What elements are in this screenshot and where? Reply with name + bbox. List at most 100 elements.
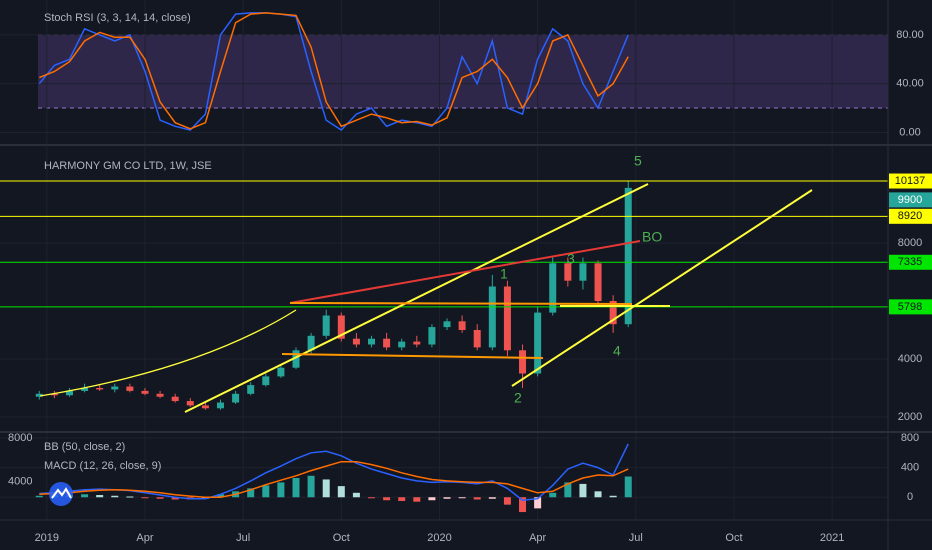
- trend-line: [289, 240, 641, 304]
- candle-body: [216, 402, 224, 409]
- stoch-line: [38, 12, 629, 131]
- last-price-badge: [889, 192, 932, 208]
- candle-body: [413, 341, 421, 345]
- y2-tick-label: 4000: [8, 475, 32, 487]
- last-price-label: 9900: [898, 194, 922, 206]
- annotation: 5: [634, 153, 642, 169]
- marks: [0, 12, 888, 513]
- histogram-bar: [277, 482, 285, 498]
- candle-body: [186, 401, 194, 406]
- histogram-bar: [292, 477, 300, 498]
- candle-body: [549, 263, 557, 313]
- histogram-bar: [81, 494, 89, 498]
- candle-body: [564, 263, 572, 281]
- y-tick-label: 800: [901, 432, 919, 444]
- histogram-bar: [368, 497, 376, 499]
- candle-body: [458, 321, 466, 331]
- candle-body: [201, 405, 209, 409]
- logo-glyph: [51, 487, 72, 499]
- histogram-bar: [262, 485, 270, 498]
- candle-body: [322, 315, 330, 336]
- histogram-bar: [383, 497, 391, 501]
- price-badge-label: 5798: [898, 301, 922, 313]
- candle-body: [262, 376, 270, 386]
- price-badge-label: 10137: [895, 175, 926, 187]
- price-badge: [889, 173, 932, 189]
- logo[interactable]: [49, 482, 73, 506]
- candle-body: [519, 350, 527, 374]
- price-badge: [889, 208, 932, 224]
- y-tick-label: 0: [907, 491, 913, 503]
- x-tick-label: Oct: [725, 532, 742, 544]
- histogram-bar: [579, 483, 587, 498]
- price-badge-label: 7335: [898, 256, 922, 268]
- candle-body: [232, 393, 240, 403]
- histogram-bar: [503, 497, 511, 505]
- histogram-bar: [564, 482, 572, 498]
- candle-body: [65, 390, 73, 396]
- histogram-bar: [96, 495, 104, 498]
- x-tick-label: 2019: [35, 532, 59, 544]
- y-tick-label: 40.00: [896, 78, 924, 90]
- histogram-bar: [216, 494, 224, 498]
- candle-body: [609, 300, 617, 325]
- x-tick-label: Jul: [629, 532, 643, 544]
- histogram-bar: [171, 497, 179, 500]
- candle-body: [503, 286, 511, 351]
- candle-body: [624, 187, 632, 325]
- histogram-bar: [352, 492, 360, 498]
- histogram-bar: [141, 497, 149, 499]
- candle-body: [126, 386, 134, 391]
- histogram-bar: [458, 497, 466, 499]
- annotation: 2: [514, 390, 522, 406]
- y-tick-label: 80.00: [896, 29, 924, 41]
- histogram-bar: [413, 497, 421, 502]
- candle-body: [111, 386, 119, 390]
- candle-body: [96, 388, 104, 390]
- candle-body: [35, 393, 43, 397]
- candle-body: [81, 388, 89, 391]
- trend-line: [511, 189, 813, 387]
- support-line: [289, 302, 633, 305]
- trend-line: [184, 183, 649, 413]
- band: [38, 34, 888, 109]
- price-badge: [889, 299, 932, 315]
- y-tick-label: 0.00: [899, 126, 920, 138]
- candle-body: [368, 338, 376, 345]
- candle-body: [277, 367, 285, 377]
- candle-body: [352, 338, 360, 345]
- x-tick-label: 2021: [820, 532, 844, 544]
- histogram-bar: [519, 497, 527, 513]
- candle-body: [443, 321, 451, 328]
- histogram-bar: [322, 479, 330, 498]
- histogram-bar: [624, 476, 632, 498]
- histogram-bar: [534, 497, 542, 509]
- annotation: 4: [613, 343, 621, 359]
- y-tick-label: 2000: [898, 411, 922, 423]
- pane-title: HARMONY GM CO LTD, 1W, JSE: [44, 160, 212, 172]
- histogram-bar: [398, 497, 406, 501]
- price-badge-label: 8920: [898, 210, 922, 222]
- candle-body: [473, 330, 481, 348]
- candle-body: [307, 335, 315, 351]
- histogram-bar: [428, 497, 436, 501]
- y-tick-label: 400: [901, 462, 919, 474]
- candle-body: [383, 338, 391, 348]
- histogram-bar: [337, 486, 345, 498]
- histogram-bar: [126, 496, 134, 498]
- curve: [39, 309, 297, 397]
- candle-body: [428, 327, 436, 345]
- x-tick-label: Jul: [236, 532, 250, 544]
- candle-body: [141, 390, 149, 394]
- candle-body: [488, 286, 496, 348]
- histogram-bar: [473, 497, 481, 500]
- histogram-bar: [488, 497, 496, 499]
- x-tick-label: Apr: [529, 532, 546, 544]
- histogram-bar: [549, 492, 557, 498]
- candle-body: [337, 315, 345, 339]
- y-tick-label: 4000: [898, 353, 922, 365]
- histogram-bar: [156, 497, 164, 499]
- candle-body: [579, 263, 587, 281]
- histogram-bar: [35, 495, 43, 498]
- price-badge: [889, 254, 932, 270]
